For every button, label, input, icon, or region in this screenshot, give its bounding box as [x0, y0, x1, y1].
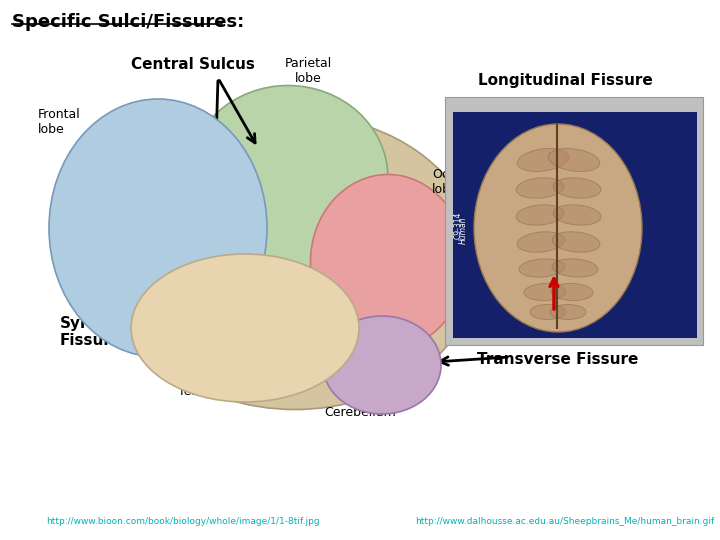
- Ellipse shape: [110, 114, 480, 409]
- Ellipse shape: [519, 259, 565, 277]
- Ellipse shape: [548, 148, 600, 172]
- FancyBboxPatch shape: [445, 97, 703, 345]
- Ellipse shape: [188, 85, 388, 271]
- Ellipse shape: [552, 232, 600, 252]
- Ellipse shape: [552, 259, 598, 277]
- Text: http://www.dalhousse.ac.edu.au/Sheepbrains_Me/human_brain.gif: http://www.dalhousse.ac.edu.au/Sheepbrai…: [415, 517, 715, 526]
- Ellipse shape: [550, 305, 586, 320]
- Ellipse shape: [553, 178, 601, 198]
- FancyBboxPatch shape: [453, 112, 697, 338]
- Text: http://www.bioon.com/book/biology/whole/image/1/1-8tif.jpg: http://www.bioon.com/book/biology/whole/…: [46, 517, 320, 526]
- Text: Temporal lobe: Temporal lobe: [178, 386, 266, 399]
- Text: Frontal
lobe: Frontal lobe: [38, 108, 81, 136]
- Ellipse shape: [516, 205, 564, 225]
- Text: Specific Sulci/Fissures:: Specific Sulci/Fissures:: [12, 13, 244, 31]
- Text: Parietal
lobe: Parietal lobe: [284, 57, 332, 85]
- Ellipse shape: [524, 284, 566, 301]
- Ellipse shape: [474, 124, 642, 332]
- Text: Transverse Fissure: Transverse Fissure: [477, 352, 639, 367]
- Ellipse shape: [49, 99, 267, 357]
- Ellipse shape: [551, 284, 593, 301]
- Text: Central Sulcus: Central Sulcus: [131, 57, 255, 72]
- Ellipse shape: [530, 305, 566, 320]
- Text: Occipital
lobe: Occipital lobe: [432, 168, 487, 196]
- Text: Cerebellum: Cerebellum: [324, 406, 396, 419]
- Ellipse shape: [323, 316, 441, 414]
- Text: Human: Human: [459, 216, 467, 244]
- Ellipse shape: [517, 148, 569, 172]
- Ellipse shape: [310, 174, 466, 349]
- Text: C9-314: C9-314: [454, 211, 462, 239]
- Ellipse shape: [516, 178, 564, 198]
- Ellipse shape: [553, 205, 601, 225]
- Ellipse shape: [517, 232, 565, 252]
- Ellipse shape: [131, 254, 359, 402]
- Text: Longitudinal Fissure: Longitudinal Fissure: [477, 73, 652, 88]
- Text: Sylvian/Lateral
Fissure: Sylvian/Lateral Fissure: [60, 316, 189, 348]
